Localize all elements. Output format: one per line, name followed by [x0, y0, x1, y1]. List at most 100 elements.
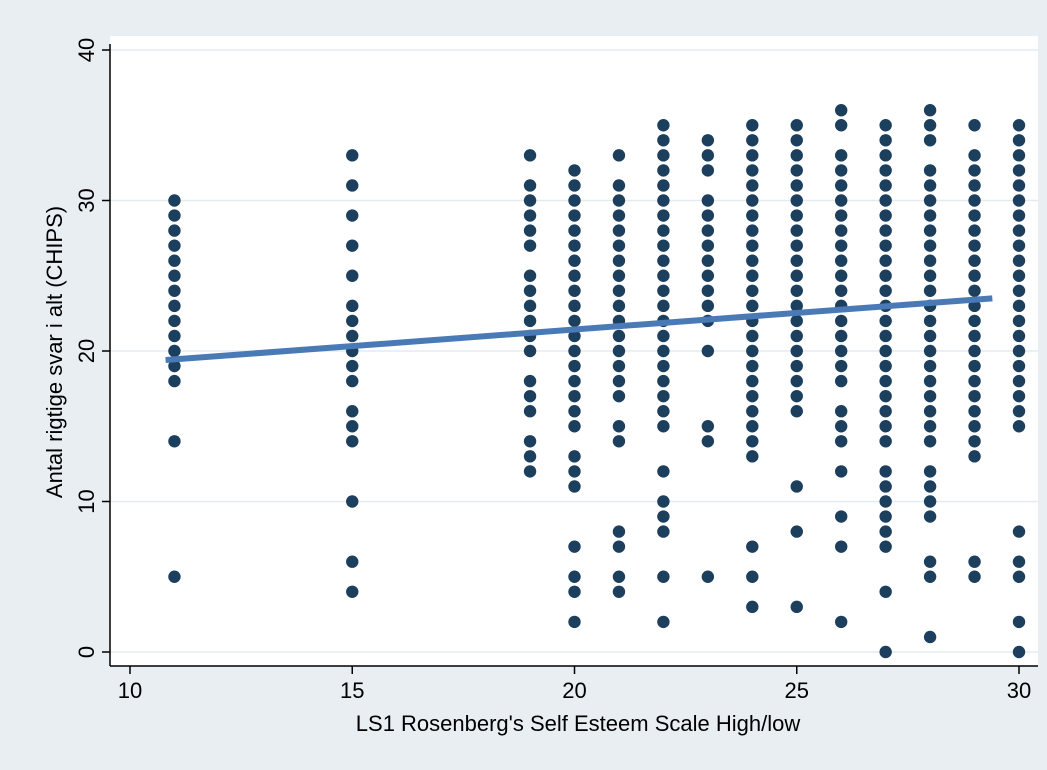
data-point: [835, 344, 848, 358]
data-point: [612, 435, 626, 448]
data-point: [835, 510, 848, 523]
data-point: [612, 269, 626, 282]
data-point: [1012, 525, 1026, 538]
data-point: [879, 149, 892, 162]
data-point: [1012, 645, 1026, 659]
data-point: [835, 405, 848, 418]
data-point: [168, 344, 181, 358]
data-point: [346, 299, 359, 313]
data-point: [923, 134, 937, 147]
data-point: [835, 284, 848, 297]
data-point: [923, 435, 937, 448]
data-point: [346, 405, 359, 418]
data-point: [612, 299, 626, 313]
data-point: [523, 209, 537, 222]
data-point: [612, 254, 626, 267]
data-point: [968, 329, 981, 343]
data-point: [879, 465, 892, 478]
data-point: [790, 405, 803, 418]
data-point: [879, 525, 892, 538]
data-point: [835, 104, 848, 117]
data-point: [701, 149, 715, 162]
data-point: [568, 179, 581, 192]
data-point: [968, 359, 981, 373]
data-point: [612, 540, 626, 553]
data-point: [701, 299, 715, 313]
fit-line-group: [165, 295, 993, 364]
data-point: [968, 209, 981, 222]
data-point: [568, 344, 581, 358]
data-point: [746, 284, 759, 297]
data-point: [1012, 420, 1026, 433]
data-point: [168, 254, 181, 267]
data-point: [568, 269, 581, 282]
data-point: [612, 209, 626, 222]
data-point: [968, 570, 981, 583]
data-point: [568, 480, 581, 493]
data-point: [612, 570, 626, 583]
data-point: [835, 149, 848, 162]
data-point: [746, 374, 759, 388]
data-point: [968, 149, 981, 162]
data-point: [657, 329, 670, 343]
data-point: [568, 194, 581, 207]
data-point: [968, 119, 981, 132]
data-point: [746, 405, 759, 418]
data-point: [746, 179, 759, 192]
data-point: [746, 164, 759, 177]
data-point: [701, 344, 715, 358]
data-point: [879, 314, 892, 328]
data-point: [657, 389, 670, 403]
data-point: [568, 570, 581, 583]
data-point: [1012, 615, 1026, 629]
data-point: [346, 329, 359, 343]
data-point: [523, 374, 537, 388]
data-point: [1012, 284, 1026, 297]
data-point: [701, 570, 715, 583]
axes: [102, 44, 1038, 674]
data-point: [923, 510, 937, 523]
data-point: [1012, 299, 1026, 313]
data-point: [1012, 329, 1026, 343]
data-point: [1012, 344, 1026, 358]
data-point: [746, 209, 759, 222]
data-point: [168, 209, 181, 222]
data-point: [612, 420, 626, 433]
data-point: [923, 570, 937, 583]
data-point: [568, 254, 581, 267]
data-point: [879, 405, 892, 418]
data-point: [657, 179, 670, 192]
data-point: [790, 269, 803, 282]
x-tick-label-20: 20: [562, 678, 586, 703]
data-point: [168, 314, 181, 328]
data-point: [612, 389, 626, 403]
data-point: [746, 269, 759, 282]
data-point: [168, 329, 181, 343]
data-point: [879, 224, 892, 237]
data-point: [523, 269, 537, 282]
data-point: [835, 119, 848, 132]
data-point: [968, 435, 981, 448]
data-point: [790, 254, 803, 267]
data-point: [346, 269, 359, 282]
data-point: [523, 224, 537, 237]
data-point: [968, 224, 981, 237]
data-point: [879, 209, 892, 222]
data-point: [346, 149, 359, 162]
data-point: [657, 615, 670, 629]
data-point: [746, 194, 759, 207]
data-point: [790, 149, 803, 162]
data-point: [701, 254, 715, 267]
y-tick-label-20: 20: [74, 339, 99, 363]
data-point: [923, 164, 937, 177]
data-point: [657, 284, 670, 297]
data-point: [968, 314, 981, 328]
data-point: [568, 615, 581, 629]
data-point: [968, 239, 981, 252]
data-point: [968, 269, 981, 282]
data-point: [790, 119, 803, 132]
data-point: [1012, 179, 1026, 192]
data-point: [346, 420, 359, 433]
data-point: [568, 239, 581, 252]
data-point: [523, 194, 537, 207]
